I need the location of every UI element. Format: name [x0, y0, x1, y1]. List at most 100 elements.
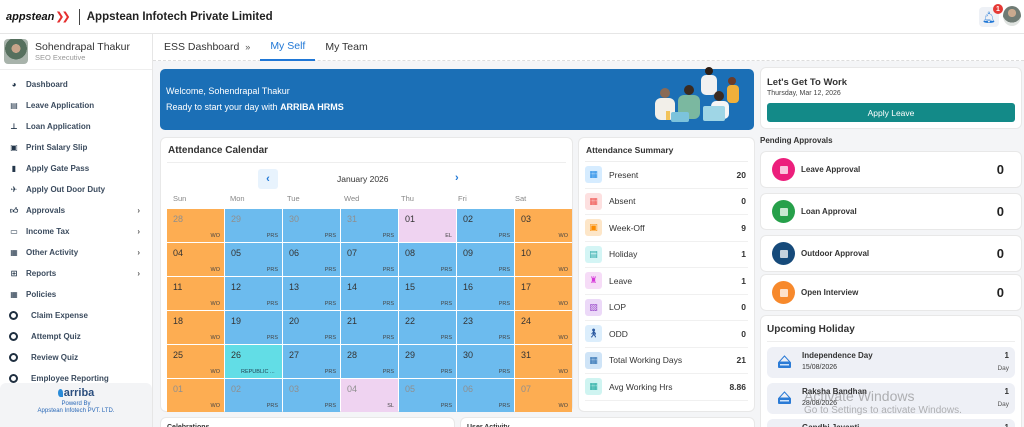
- day-status: WO: [210, 369, 220, 375]
- sidebar-item-print-salary-slip[interactable]: ▣ Print Salary Slip: [0, 137, 152, 158]
- day-number: 17: [521, 282, 532, 292]
- day-number: 06: [289, 248, 300, 258]
- calendar-day[interactable]: 29 PRS: [399, 345, 456, 378]
- calendar-day[interactable]: 29 PRS: [225, 209, 282, 242]
- sidebar-item-loan-application[interactable]: ⊥ Loan Application: [0, 116, 152, 137]
- calendar-day[interactable]: 19 PRS: [225, 311, 282, 344]
- calendar-day[interactable]: 10 WO: [515, 243, 572, 276]
- calendar-day[interactable]: 02 PRS: [457, 209, 514, 242]
- summary-row-present: ▦ Present 20: [585, 162, 748, 189]
- day-status: WO: [558, 267, 568, 273]
- holiday-item: Independence Day 15/08/2026 1 Day: [767, 347, 1015, 378]
- calendar-day[interactable]: 02 PRS: [225, 379, 282, 412]
- approval-open-interview[interactable]: Open Interview 0: [760, 274, 1022, 311]
- calendar-day[interactable]: 13 PRS: [283, 277, 340, 310]
- calendar-day[interactable]: 03 WO: [515, 209, 572, 242]
- calendar-day[interactable]: 11 WO: [167, 277, 224, 310]
- approval-leave-approval[interactable]: Leave Approval 0: [760, 151, 1022, 188]
- sidebar-item-reports[interactable]: ⊞ Reports ›: [0, 263, 152, 284]
- calendar-day[interactable]: 05 PRS: [225, 243, 282, 276]
- calendar-day[interactable]: 04 SL: [341, 379, 398, 412]
- summary-label: ODD: [609, 328, 628, 339]
- day-status: PRS: [266, 233, 278, 239]
- day-number: 26: [231, 350, 242, 360]
- approval-loan-approval[interactable]: Loan Approval 0: [760, 193, 1022, 230]
- previous-month-button[interactable]: ‹: [258, 169, 278, 189]
- tab-my-team[interactable]: My Team: [325, 41, 368, 53]
- summary-row-avg-working-hrs: ▦ Avg Working Hrs 8.86: [585, 374, 748, 401]
- sidebar-item-label: Reports: [26, 269, 57, 278]
- summary-row-holiday: ▤ Holiday 1: [585, 242, 748, 268]
- calendar-day[interactable]: 16 PRS: [457, 277, 514, 310]
- sidebar-item-other-activity[interactable]: ▦ Other Activity ›: [0, 242, 152, 263]
- calendar-day[interactable]: 30 PRS: [457, 345, 514, 378]
- calendar-day[interactable]: 30 PRS: [283, 209, 340, 242]
- sidebar-item-dashboard[interactable]: ◕ Dashboard: [0, 74, 152, 95]
- chevron-right-icon: ›: [137, 269, 140, 278]
- calendar-day[interactable]: 24 WO: [515, 311, 572, 344]
- calendar-day[interactable]: 04 WO: [167, 243, 224, 276]
- day-number: 28: [347, 350, 358, 360]
- calendar-day[interactable]: 20 PRS: [283, 311, 340, 344]
- calendar-grid: 28 WO 29 PRS 30 PRS 31 PRS 01 EL 02 PRS 03 WO 04 WO 05 PR…: [167, 209, 572, 412]
- calendar-day[interactable]: 08 PRS: [399, 243, 456, 276]
- calendar-day[interactable]: 07 PRS: [341, 243, 398, 276]
- sidebar-item-income-tax[interactable]: ▭ Income Tax ›: [0, 221, 152, 242]
- calendar-day[interactable]: 06 PRS: [283, 243, 340, 276]
- sidebar-item-policies[interactable]: ▦ Policies: [0, 284, 152, 305]
- calendar-day[interactable]: 01 WO: [167, 379, 224, 412]
- calendar-day[interactable]: 05 PRS: [399, 379, 456, 412]
- sidebar-item-leave-application[interactable]: ▤ Leave Application: [0, 95, 152, 116]
- day-number: 05: [405, 384, 416, 394]
- calendar-day[interactable]: 28 WO: [167, 209, 224, 242]
- calendar-day[interactable]: 26 REPUBLIC ...: [225, 345, 282, 378]
- holiday-days-unit: Day: [997, 401, 1009, 408]
- sidebar-item-attempt-quiz[interactable]: Attempt Quiz: [0, 326, 152, 347]
- dashboard-tabs: ESS Dashboard » My Self My Team: [153, 34, 1024, 61]
- day-status: PRS: [266, 403, 278, 409]
- sidebar-item-apply-gate-pass[interactable]: ▮ Apply Gate Pass: [0, 158, 152, 179]
- sidebar-item-claim-expense[interactable]: Claim Expense: [0, 305, 152, 326]
- calendar-day[interactable]: 14 PRS: [341, 277, 398, 310]
- profile-avatar: [4, 39, 28, 64]
- calendar-day[interactable]: 28 PRS: [341, 345, 398, 378]
- table-icon: ▦: [10, 248, 18, 257]
- sidebar-item-review-quiz[interactable]: Review Quiz: [0, 347, 152, 368]
- calendar-day[interactable]: 01 EL: [399, 209, 456, 242]
- calendar-day[interactable]: 23 PRS: [457, 311, 514, 344]
- calendar-day[interactable]: 22 PRS: [399, 311, 456, 344]
- sidebar-item-employee-reporting[interactable]: Employee Reporting: [0, 368, 152, 389]
- calendar-day[interactable]: 07 WO: [515, 379, 572, 412]
- approval-outdoor-approval[interactable]: Outdoor Approval 0: [760, 235, 1022, 272]
- calendar-day[interactable]: 21 PRS: [341, 311, 398, 344]
- calendar-day[interactable]: 31 WO: [515, 345, 572, 378]
- calendar-day[interactable]: 12 PRS: [225, 277, 282, 310]
- calendar-day[interactable]: 25 WO: [167, 345, 224, 378]
- tab-my-self[interactable]: My Self: [260, 34, 316, 61]
- sidebar-item-apply-out-door-duty[interactable]: ✈ Apply Out Door Duty: [0, 179, 152, 200]
- apply-leave-button[interactable]: Apply Leave: [767, 103, 1015, 122]
- calendar-day[interactable]: 17 WO: [515, 277, 572, 310]
- sidebar-item-approvals[interactable]: 👍︎ Approvals ›: [0, 200, 152, 221]
- day-number: 01: [173, 384, 184, 394]
- appstean-logo[interactable]: appstean ❯❯: [6, 10, 71, 24]
- breadcrumb[interactable]: ESS Dashboard: [164, 41, 240, 53]
- notification-button[interactable]: 🔔︎ 1: [979, 4, 1003, 27]
- user-activity-card: User Activity: [460, 417, 755, 427]
- calendar-day[interactable]: 15 PRS: [399, 277, 456, 310]
- summary-label: Leave: [609, 275, 633, 286]
- calendar-day[interactable]: 27 PRS: [283, 345, 340, 378]
- calendar-day[interactable]: 06 PRS: [457, 379, 514, 412]
- walking-icon: 🚶︎: [585, 325, 602, 343]
- sidebar-item-label: Print Salary Slip: [26, 143, 88, 152]
- calendar-day[interactable]: 31 PRS: [341, 209, 398, 242]
- day-number: 23: [463, 316, 474, 326]
- calendar-day[interactable]: 03 PRS: [283, 379, 340, 412]
- summary-label: Absent: [609, 196, 636, 207]
- user-avatar[interactable]: [1003, 6, 1021, 26]
- calendar-day[interactable]: 18 WO: [167, 311, 224, 344]
- calendar-day[interactable]: 09 PRS: [457, 243, 514, 276]
- day-status: PRS: [266, 301, 278, 307]
- day-number: 05: [231, 248, 242, 258]
- next-month-button[interactable]: ›: [455, 172, 459, 184]
